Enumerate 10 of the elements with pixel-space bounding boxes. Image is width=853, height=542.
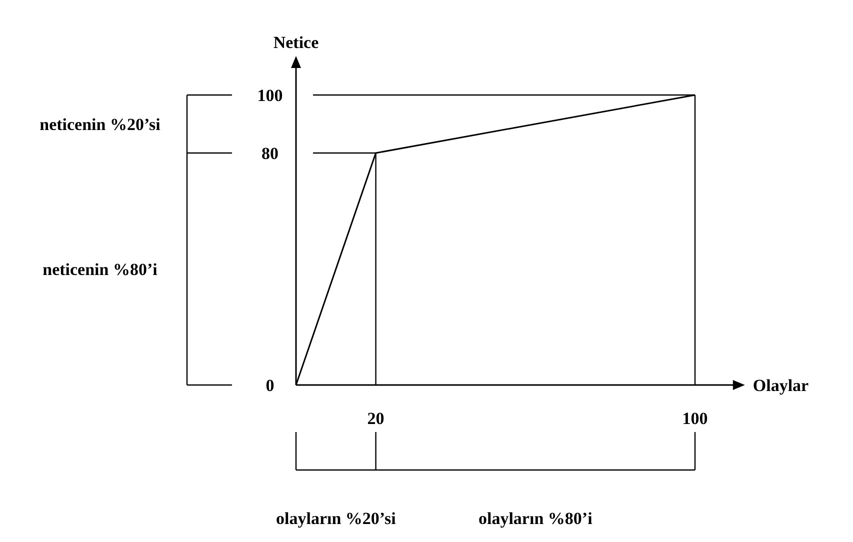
y-tick-label: 100 (257, 86, 283, 105)
y-tick-label: 80 (262, 144, 278, 163)
x-axis-title: Olaylar (752, 376, 810, 395)
text: olayların %80’i (478, 509, 593, 528)
text: neticenin %20’si (40, 115, 161, 134)
y-tick-label: 0 (266, 376, 274, 395)
text: olayların %20’si (276, 509, 396, 528)
x-tick-label: 20 (367, 409, 384, 428)
text: neticenin %80’i (42, 260, 158, 279)
y-axis-title: Netice (273, 33, 320, 52)
